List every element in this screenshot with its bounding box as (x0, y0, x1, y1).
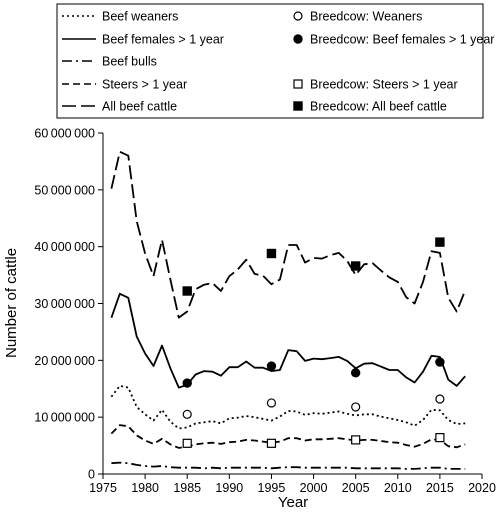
y-tick-label-30000000: 30 000 000 (34, 297, 95, 311)
y-tick-label-20000000: 20 000 000 (34, 354, 95, 368)
y-tick-label-40000000: 40 000 000 (34, 240, 95, 254)
x-axis-title: Year (278, 494, 308, 511)
x-tick-label-2000: 2000 (300, 481, 328, 495)
y-tick-label-50000000: 50 000 000 (34, 183, 95, 197)
x-tick-label-2015: 2015 (426, 481, 454, 495)
legend-label-breedcow-all-beef-cattle: Breedcow: All beef cattle (310, 100, 447, 114)
marker-breedcow-weaners-1995 (266, 398, 277, 408)
x-tick-label-1975: 1975 (89, 481, 117, 495)
plot-axes: 0 10 000 000 20 000 000 30 000 000 40 000 00… (34, 127, 496, 496)
legend-label-all-beef-cattle: All beef cattle (102, 100, 177, 114)
marker-breedcow-all-beef-cattle-1985 (182, 286, 192, 296)
y-tick-label-0: 0 (88, 468, 95, 482)
y-axis-title: Number of cattle (3, 248, 20, 358)
series-line-steers-1-year (110, 424, 466, 449)
marker-breedcow-beef-females-1-year-2015 (435, 357, 445, 367)
x-tick-label-2010: 2010 (384, 481, 412, 495)
marker-breedcow-weaners-2005 (351, 402, 361, 412)
legend-label-steers-1-year: Steers > 1 year (102, 78, 187, 92)
y-tick-label-10000000: 10 000 000 (34, 411, 95, 425)
marker-breedcow-steers-1-year-1995 (266, 438, 277, 448)
legend-label-breedcow-beef-females-1-year: Breedcow: Beef females > 1 year (310, 33, 494, 47)
plot-series (110, 150, 467, 470)
marker-breedcow-all-beef-cattle-2015 (435, 237, 445, 247)
series-line-beef-bulls (111, 461, 466, 470)
series-line-all-beef-cattle (110, 150, 467, 319)
legend-box (56, 3, 484, 119)
legend-label-beef-weaners: Beef weaners (102, 10, 178, 24)
marker-breedcow-beef-females-1-year-1985 (182, 378, 192, 388)
x-tick-label-1985: 1985 (173, 481, 201, 495)
legend-label-breedcow-weaners: Breedcow: Weaners (310, 10, 422, 24)
legend-label-beef-females-1-year: Beef females > 1 year (102, 33, 224, 47)
marker-breedcow-weaners-2015 (435, 394, 445, 404)
marker-breedcow-steers-1-year-2015 (435, 433, 445, 443)
x-tick-label-1995: 1995 (258, 481, 286, 495)
legend-marker-breedcow-all-beef-cattle (293, 101, 303, 111)
legend-marker-breedcow-beef-females-1-year (293, 34, 303, 44)
legend-marker-breedcow-weaners (293, 11, 303, 21)
x-tick-label-1980: 1980 (131, 481, 159, 495)
marker-breedcow-all-beef-cattle-1995 (266, 248, 277, 259)
marker-breedcow-beef-females-1-year-1995 (266, 361, 277, 371)
marker-breedcow-steers-1-year-1985 (182, 438, 192, 448)
x-tick-label-2005: 2005 (342, 481, 370, 495)
legend: Beef weaners Breedcow: Weaners Beef female… (56, 3, 494, 119)
x-tick-label-1990: 1990 (215, 481, 243, 495)
marker-breedcow-beef-females-1-year-2005 (350, 368, 361, 378)
y-tick-label-60000000: 60 000 000 (34, 127, 95, 141)
legend-marker-breedcow-steers-1-year (293, 79, 303, 89)
series-line-beef-females-1-year (110, 292, 466, 389)
plot-markers (182, 237, 445, 448)
marker-breedcow-all-beef-cattle-2005 (350, 261, 361, 271)
legend-label-breedcow-steers-1-year: Breedcow: Steers > 1 year (310, 78, 458, 92)
x-tick-label-2020: 2020 (468, 481, 496, 495)
series-line-beef-weaners (110, 384, 466, 430)
legend-label-beef-bulls: Beef bulls (102, 55, 157, 69)
marker-breedcow-steers-1-year-2005 (351, 435, 361, 445)
marker-breedcow-weaners-1985 (182, 409, 192, 419)
